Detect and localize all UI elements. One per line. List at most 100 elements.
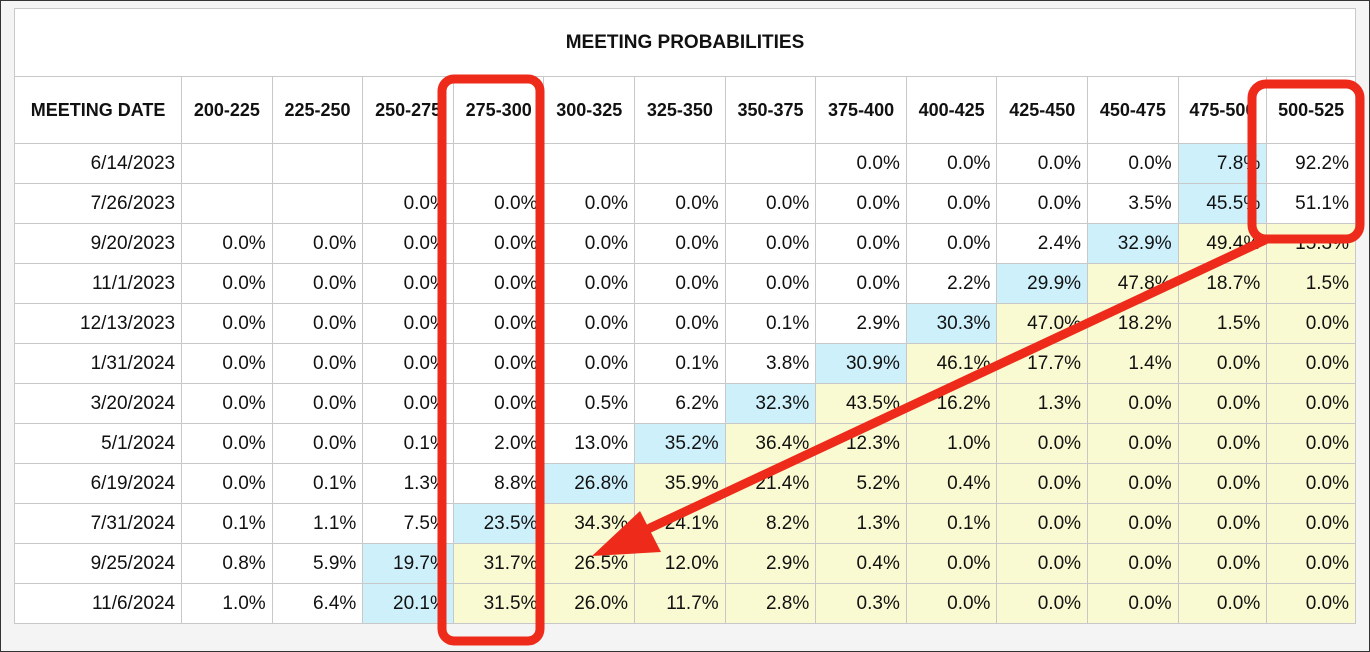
- probability-cell: 0.0%: [815, 143, 907, 184]
- probability-cell: 0.0%: [1177, 543, 1268, 584]
- probability-cell: 0.0%: [362, 223, 454, 264]
- probability-cell: 1.3%: [815, 503, 907, 544]
- probability-cell: 0.0%: [1266, 503, 1356, 544]
- probability-cell: 0.0%: [815, 183, 907, 224]
- probability-cell: 31.7%: [452, 543, 545, 584]
- probability-cell: 35.2%: [634, 423, 726, 464]
- probability-cell: 2.0%: [452, 423, 545, 464]
- probability-cell: 0.1%: [905, 503, 998, 544]
- probability-cell: 31.5%: [452, 583, 545, 624]
- probability-cell: 0.0%: [543, 183, 636, 224]
- probability-cell: 0.0%: [1177, 503, 1268, 544]
- probability-cell: 0.0%: [724, 263, 817, 304]
- probability-cell: 0.0%: [181, 263, 273, 304]
- probability-cell: [271, 183, 364, 224]
- probability-cell: 0.0%: [181, 383, 273, 424]
- probability-cell: 0.0%: [905, 143, 998, 184]
- probability-cell: 36.4%: [724, 423, 817, 464]
- probability-cell: 0.0%: [996, 543, 1089, 584]
- probability-cell: 0.0%: [181, 423, 273, 464]
- probability-cell: 0.0%: [452, 343, 545, 384]
- probability-cell: 3.8%: [724, 343, 817, 384]
- probability-cell: 20.1%: [362, 583, 454, 624]
- probability-cell: 5.9%: [271, 543, 364, 584]
- header-300-325: 300-325: [543, 76, 636, 144]
- probability-cell: 45.5%: [1177, 183, 1268, 224]
- table-row: 9/25/2024 0.8% 5.9% 19.7% 31.7% 26.5% 12.0% 2.9…: [13, 543, 1356, 584]
- probability-cell: 0.5%: [543, 383, 636, 424]
- probability-cell: [724, 143, 817, 184]
- probability-cell: 92.2%: [1266, 143, 1356, 184]
- probability-cell: 0.0%: [181, 463, 273, 504]
- probability-cell: 0.0%: [362, 263, 454, 304]
- probability-cell: 0.0%: [996, 183, 1089, 224]
- probability-cell: 24.1%: [634, 503, 726, 544]
- header-250-275: 250-275: [362, 76, 454, 144]
- probability-cell: 0.4%: [815, 543, 907, 584]
- header-400-425: 400-425: [905, 76, 998, 144]
- probability-cell: 1.3%: [362, 463, 454, 504]
- probability-cell: 26.5%: [543, 543, 636, 584]
- probability-cell: 13.0%: [543, 423, 636, 464]
- probability-cell: 18.2%: [1087, 303, 1179, 344]
- probability-cell: 0.0%: [452, 303, 545, 344]
- probability-cell: 0.1%: [271, 463, 364, 504]
- probability-cell: 0.0%: [181, 303, 273, 344]
- probability-cell: 6.2%: [634, 383, 726, 424]
- probability-cell: 18.7%: [1177, 263, 1268, 304]
- header-500-525: 500-525: [1266, 76, 1356, 144]
- table-row: 6/19/2024 0.0% 0.1% 1.3% 8.8% 26.8% 35.9% 21.4%…: [13, 463, 1356, 504]
- probability-cell: 0.0%: [362, 303, 454, 344]
- probability-cell: [634, 143, 726, 184]
- meeting-date-cell: 6/14/2023: [13, 143, 183, 184]
- probability-cell: 0.0%: [996, 143, 1089, 184]
- probability-cell: 12.0%: [634, 543, 726, 584]
- probability-cell: 19.7%: [362, 543, 454, 584]
- probability-cell: 1.1%: [271, 503, 364, 544]
- probability-cell: 0.0%: [634, 223, 726, 264]
- probability-cell: 26.0%: [543, 583, 636, 624]
- header-325-350: 325-350: [634, 76, 726, 144]
- probability-cell: [543, 143, 636, 184]
- probability-cell: 11.7%: [634, 583, 726, 624]
- probability-cell: 1.5%: [1266, 263, 1356, 304]
- probability-cell: 5.2%: [815, 463, 907, 504]
- header-row: MEETING DATE 200-225 225-250 250-275 275-30…: [13, 76, 1356, 144]
- probability-cell: 1.5%: [1177, 303, 1268, 344]
- meeting-date-cell: 6/19/2024: [13, 463, 183, 504]
- probability-cell: 0.0%: [905, 223, 998, 264]
- probability-cell: 0.0%: [452, 183, 545, 224]
- probability-cell: 0.0%: [996, 583, 1089, 624]
- probability-cell: 7.8%: [1177, 143, 1268, 184]
- meeting-date-cell: 9/20/2023: [13, 223, 183, 264]
- probability-cell: 0.0%: [1087, 583, 1179, 624]
- probability-cell: 0.0%: [1087, 143, 1179, 184]
- header-225-250: 225-250: [271, 76, 364, 144]
- probability-cell: 0.0%: [543, 263, 636, 304]
- probability-cell: 0.0%: [543, 303, 636, 344]
- probability-cell: 1.3%: [996, 383, 1089, 424]
- probability-cell: 0.1%: [634, 343, 726, 384]
- probability-cell: 0.0%: [362, 183, 454, 224]
- probability-cell: 0.0%: [1177, 383, 1268, 424]
- probability-cell: 0.4%: [905, 463, 998, 504]
- probability-cell: 0.8%: [181, 543, 273, 584]
- probability-cell: 0.0%: [724, 223, 817, 264]
- probability-cell: 8.8%: [452, 463, 545, 504]
- probability-cell: 0.0%: [634, 183, 726, 224]
- probability-cell: 0.0%: [724, 183, 817, 224]
- probability-cell: 23.5%: [452, 503, 545, 544]
- probability-cell: 32.9%: [1087, 223, 1179, 264]
- probability-cell: 3.5%: [1087, 183, 1179, 224]
- probability-cell: 0.0%: [996, 503, 1089, 544]
- probability-cell: 32.3%: [724, 383, 817, 424]
- probability-cell: 0.0%: [543, 343, 636, 384]
- probability-cell: 17.7%: [996, 343, 1089, 384]
- meeting-date-cell: 12/13/2023: [13, 303, 183, 344]
- meeting-date-cell: 9/25/2024: [13, 543, 183, 584]
- probability-cell: 30.3%: [905, 303, 998, 344]
- probability-cell: 21.4%: [724, 463, 817, 504]
- probability-cell: 1.4%: [1087, 343, 1179, 384]
- meeting-date-cell: 11/6/2024: [13, 583, 183, 624]
- probability-cell: 15.3%: [1266, 223, 1356, 264]
